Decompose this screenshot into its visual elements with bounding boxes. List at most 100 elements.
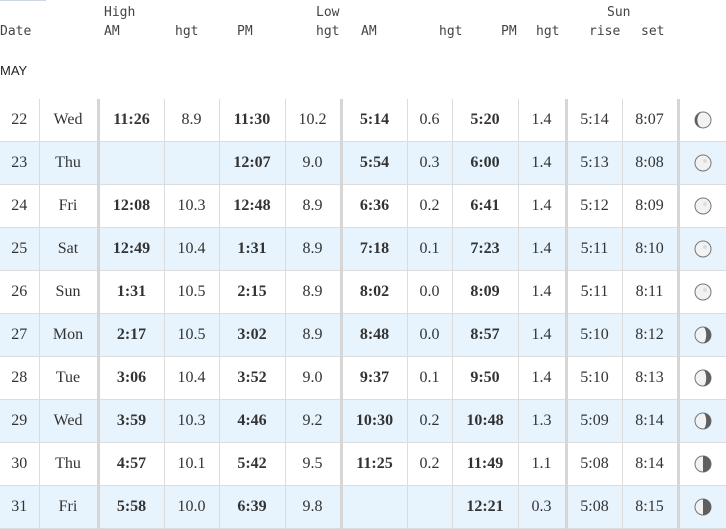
moon-phase-cell: [678, 356, 726, 400]
low-am-height: 0.0: [407, 313, 453, 357]
low-am-time: 10:30: [341, 399, 408, 443]
high-pm-time: 6:39: [219, 485, 286, 529]
sunrise-time: 5:14: [566, 99, 623, 142]
low-pm-height: 1.4: [518, 184, 568, 228]
date-cell: 22: [0, 99, 40, 142]
high-am-time: [98, 141, 165, 185]
high-am-height: 8.9: [164, 99, 220, 142]
low-pm-height: 1.3: [518, 399, 568, 443]
high-pm-height: 8.9: [285, 184, 343, 228]
high-pm-time: 11:30: [219, 99, 286, 142]
low-pm-height: 1.4: [518, 356, 568, 400]
high-pm-height: 9.0: [285, 356, 343, 400]
date-cell: 27: [0, 313, 40, 357]
full-moon-icon: [694, 240, 712, 258]
low-pm-time: 6:00: [452, 141, 519, 185]
sunrise-time: 5:08: [566, 485, 623, 529]
low-am-height: 0.6: [407, 99, 453, 142]
sunset-time: 8:10: [622, 227, 680, 271]
sunset-time: 8:13: [622, 356, 680, 400]
high-pm-time: 3:52: [219, 356, 286, 400]
moon-phase-cell: [678, 270, 726, 314]
table-row: 23 Thu 12:07 9.0 5:54 0.3 6:00 1.4 5:13 8:08: [0, 141, 726, 185]
sunset-time: 8:12: [622, 313, 680, 357]
date-cell: 26: [0, 270, 40, 314]
high-pm-time: 2:15: [219, 270, 286, 314]
waning-gibbous-icon: [694, 326, 712, 344]
weekday-cell: Wed: [39, 399, 100, 443]
waning-gibbous-icon: [694, 412, 712, 430]
date-cell: 30: [0, 442, 40, 486]
header-high-am: AM: [104, 24, 120, 39]
high-am-time: 3:06: [98, 356, 165, 400]
date-cell: 31: [0, 485, 40, 529]
high-pm-height: 9.2: [285, 399, 343, 443]
table-row: 28 Tue 3:06 10.4 3:52 9.0 9:37 0.1 9:50 1.4 5:10 8:…: [0, 356, 726, 400]
high-am-height: 10.3: [164, 184, 220, 228]
low-am-time: 8:48: [341, 313, 408, 357]
weekday-cell: Wed: [39, 99, 100, 142]
header-low-pm-hgt: hgt: [536, 24, 560, 39]
low-am-height: 0.0: [407, 270, 453, 314]
low-am-height: 0.2: [407, 399, 453, 443]
low-pm-height: 1.4: [518, 99, 568, 142]
high-am-time: 12:08: [98, 184, 165, 228]
low-pm-height: 0.3: [518, 485, 568, 529]
weekday-cell: Mon: [39, 313, 100, 357]
sunset-time: 8:14: [622, 399, 680, 443]
date-cell: 23: [0, 141, 40, 185]
moon-phase-cell: [678, 485, 726, 529]
high-pm-time: 3:02: [219, 313, 286, 357]
high-am-time: 5:58: [98, 485, 165, 529]
low-pm-height: 1.4: [518, 227, 568, 271]
last-quarter-icon: [694, 455, 712, 473]
sunrise-time: 5:08: [566, 442, 623, 486]
table-row: 27 Mon 2:17 10.5 3:02 8.9 8:48 0.0 8:57 1.4 5:10 8:…: [0, 313, 726, 357]
sunrise-time: 5:10: [566, 313, 623, 357]
sunrise-time: 5:12: [566, 184, 623, 228]
date-cell: 25: [0, 227, 40, 271]
header-low-am-hgt: hgt: [439, 24, 463, 39]
header-high-pm: PM: [237, 24, 253, 39]
low-pm-time: 5:20: [452, 99, 519, 142]
header-sunrise: rise: [589, 24, 621, 39]
sunrise-time: 5:11: [566, 227, 623, 271]
moon-phase-cell: [678, 442, 726, 486]
low-am-height: [407, 485, 453, 529]
high-am-height: 10.1: [164, 442, 220, 486]
header-high-am-hgt: hgt: [175, 24, 199, 39]
high-pm-height: 9.8: [285, 485, 343, 529]
date-cell: 28: [0, 356, 40, 400]
low-am-time: 5:14: [341, 99, 408, 142]
low-am-height: 0.1: [407, 227, 453, 271]
table-row: 24 Fri 12:08 10.3 12:48 8.9 6:36 0.2 6:41 1.4 5:12…: [0, 184, 726, 228]
moon-phase-cell: [678, 141, 726, 185]
header-low: Low: [316, 5, 340, 20]
sunset-time: 8:07: [622, 99, 680, 142]
high-am-time: 3:59: [98, 399, 165, 443]
weekday-cell: Sun: [39, 270, 100, 314]
header-high-pm-hgt: hgt: [316, 24, 340, 39]
low-pm-height: 1.1: [518, 442, 568, 486]
high-pm-height: 9.0: [285, 141, 343, 185]
table-row: 30 Thu 4:57 10.1 5:42 9.5 11:25 0.2 11:49 1.1 5:08…: [0, 442, 726, 486]
low-pm-height: 1.4: [518, 313, 568, 357]
high-pm-height: 8.9: [285, 313, 343, 357]
header-top-rule: [0, 0, 46, 1]
weekday-cell: Fri: [39, 485, 100, 529]
low-am-time: [341, 485, 408, 529]
moon-phase-cell: [678, 99, 726, 142]
table-row: 26 Sun 1:31 10.5 2:15 8.9 8:02 0.0 8:09 1.4 5:11 8:…: [0, 270, 726, 314]
sunset-time: 8:09: [622, 184, 680, 228]
low-pm-time: 7:23: [452, 227, 519, 271]
high-am-height: 10.5: [164, 313, 220, 357]
tide-table: 22 Wed 11:26 8.9 11:30 10.2 5:14 0.6 5:20 1.4 5:14…: [0, 99, 726, 529]
high-am-time: 2:17: [98, 313, 165, 357]
low-pm-time: 11:49: [452, 442, 519, 486]
moon-phase-cell: [678, 184, 726, 228]
weekday-cell: Fri: [39, 184, 100, 228]
moon-phase-cell: [678, 313, 726, 357]
low-am-height: 0.2: [407, 184, 453, 228]
weekday-cell: Thu: [39, 442, 100, 486]
high-pm-time: 5:42: [219, 442, 286, 486]
